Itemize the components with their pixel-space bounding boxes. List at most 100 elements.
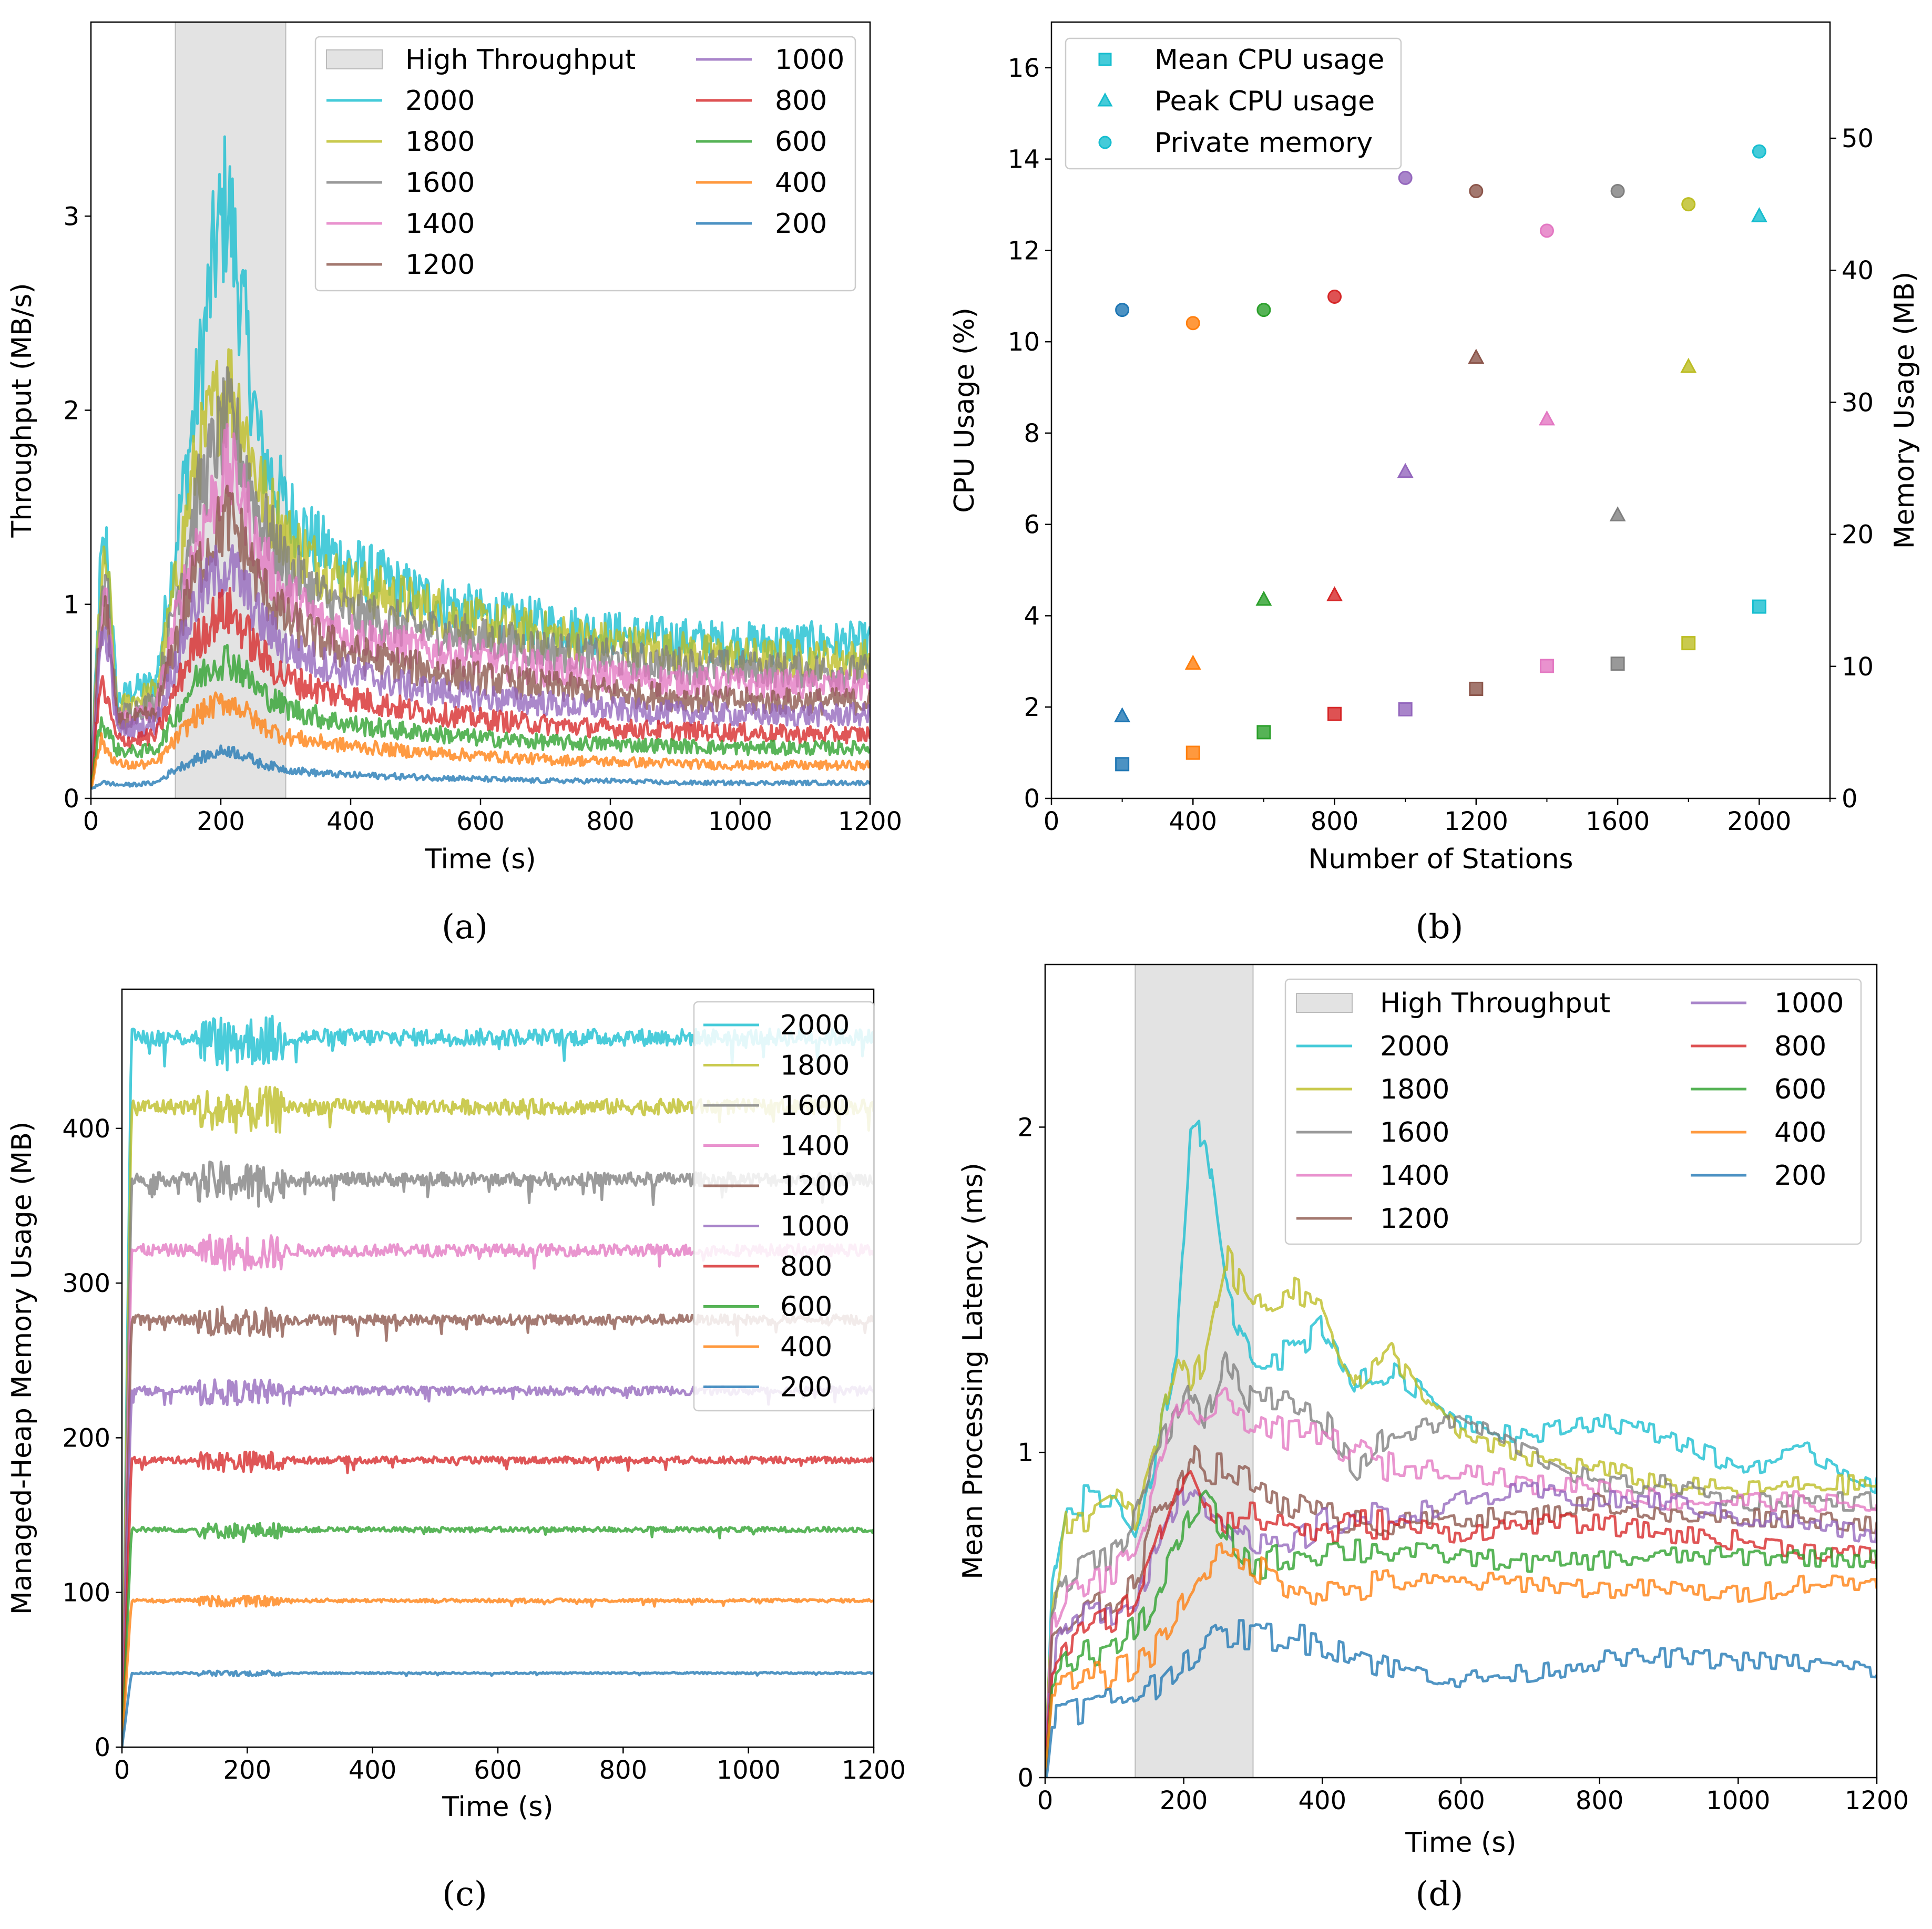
x-axis-label: Time (s) [1405, 1827, 1516, 1859]
y-axis-label: Throughput (MB/s) [6, 283, 38, 538]
y-axis-label: Mean Processing Latency (ms) [957, 1163, 989, 1579]
legend-marker-circle [1098, 136, 1112, 149]
y-tick-label: 0 [63, 784, 79, 814]
y2-tick-label: 10 [1842, 652, 1874, 682]
x-tick-label: 1200 [842, 1756, 906, 1785]
series-line-800 [1045, 1470, 1877, 1778]
triangle-point-2000 [1751, 207, 1767, 222]
x-tick-label: 2000 [1727, 807, 1791, 836]
x-tick-label: 1000 [717, 1756, 781, 1785]
square-point-2000 [1752, 599, 1766, 614]
y2-tick-label: 50 [1842, 124, 1874, 153]
legend-entry-1200: 1200 [1380, 1203, 1449, 1235]
series-line-200 [91, 744, 870, 790]
x-tick-label: 800 [1311, 807, 1359, 836]
x-axis-label: Time (s) [424, 844, 536, 875]
y-axis-label: Managed-Heap Memory Usage (MB) [6, 1122, 38, 1615]
legend-entry-200: 200 [1774, 1160, 1826, 1192]
legend-entry-circle: Private memory [1154, 127, 1373, 159]
panel-label-c: (c) [442, 1875, 487, 1914]
x-tick-label: 600 [456, 807, 505, 836]
legend-entry-2000: 2000 [780, 1010, 850, 1041]
y-tick-label: 14 [1008, 145, 1040, 175]
legend-marker-triangle [1097, 92, 1113, 107]
legend-entry-600: 600 [780, 1291, 832, 1323]
y-tick-label: 400 [62, 1114, 110, 1144]
y-tick-label: 10 [1008, 327, 1040, 357]
series-line-600 [91, 643, 870, 789]
x-tick-label: 1200 [1444, 807, 1508, 836]
triangle-point-800 [1326, 586, 1343, 601]
series-line-1200 [91, 485, 870, 789]
series-line-200 [122, 1669, 874, 1747]
x-tick-label: 0 [1044, 807, 1060, 836]
y-tick-label: 4 [1024, 601, 1040, 631]
x-tick-label: 400 [326, 807, 375, 836]
y-axis-label: CPU Usage (%) [949, 307, 980, 513]
series-line-400 [91, 691, 870, 790]
legend-entry-200: 200 [780, 1372, 832, 1403]
series-line-600 [1045, 1489, 1877, 1778]
legend-patch [326, 49, 383, 69]
y-tick-label: 1 [1017, 1438, 1034, 1468]
legend-entry-1400: 1400 [405, 208, 475, 240]
series-line-200 [1045, 1619, 1877, 1778]
y-tick-label: 3 [63, 202, 79, 231]
legend-entry-1000: 1000 [775, 44, 844, 76]
y-tick-label: 6 [1024, 510, 1040, 540]
x-tick-label: 1000 [1706, 1786, 1770, 1815]
legend-entry-1400: 1400 [780, 1131, 850, 1162]
series-line-600 [122, 1522, 874, 1747]
legend-entry-1800: 1800 [780, 1050, 850, 1082]
legend: Mean CPU usage Peak CPU usage Private memo… [1065, 37, 1402, 170]
x-axis-label: Time (s) [442, 1791, 553, 1823]
y-tick-label: 300 [62, 1269, 110, 1298]
square-point-200 [1115, 757, 1130, 772]
series-line-400 [1045, 1542, 1877, 1778]
series-line-800 [91, 587, 870, 789]
circle-point-200 [1115, 303, 1130, 317]
panel-c: 0 200 400 600 800 1000 1200 0 100 200 300 400 Time (… [6, 988, 906, 1823]
x-tick-label: 600 [1437, 1786, 1485, 1815]
square-point-800 [1327, 706, 1342, 721]
panel-label-d: (d) [1416, 1875, 1464, 1914]
legend-patch [1296, 993, 1353, 1013]
axes-frame [1050, 21, 1831, 799]
y2-tick-label: 20 [1842, 520, 1874, 550]
triangle-point-1600 [1609, 506, 1626, 521]
square-point-1800 [1681, 636, 1696, 651]
legend: 2000 1800 1600 1400 1200 1000 800 600 400 200 [693, 1001, 875, 1412]
series-line-800 [122, 1450, 874, 1747]
y-tick-label: 8 [1024, 419, 1040, 448]
legend-entry-2000: 2000 [405, 85, 475, 117]
triangle-point-400 [1184, 654, 1201, 670]
x-tick-label: 0 [114, 1756, 130, 1785]
y-tick-label: 2 [1024, 693, 1040, 722]
legend-entry-400: 400 [780, 1331, 832, 1363]
panel-a: 0 200 400 600 800 1000 1200 0 1 2 3 Time (s) Through… [6, 21, 902, 875]
legend-entry-400: 400 [1774, 1117, 1826, 1148]
legend: High Throughput 2000 1800 1600 1400 1200 1000 8… [1284, 978, 1862, 1245]
x-tick-label: 200 [223, 1756, 272, 1785]
legend-entry-1600: 1600 [780, 1090, 850, 1122]
y-tick-label: 0 [1017, 1763, 1034, 1793]
legend-box [1065, 37, 1402, 170]
x-tick-label: 800 [586, 807, 635, 836]
series-line-1000 [1045, 1481, 1877, 1778]
series-line-1000 [91, 544, 870, 788]
panel-label-b: (b) [1416, 908, 1464, 947]
legend-entry-800: 800 [1774, 1031, 1826, 1062]
x-tick-label: 200 [197, 807, 245, 836]
y-tick-label: 12 [1008, 236, 1040, 265]
x-tick-label: 600 [474, 1756, 522, 1785]
triangle-point-200 [1114, 707, 1131, 723]
legend-entry-600: 600 [775, 126, 827, 158]
triangle-point-1200 [1468, 348, 1485, 364]
legend-entry-1800: 1800 [1380, 1074, 1449, 1105]
series-line-1400 [91, 423, 870, 788]
legend-entry-high-throughput: High Throughput [405, 44, 636, 76]
circle-point-400 [1185, 316, 1200, 331]
x-tick-label: 800 [1576, 1786, 1624, 1815]
